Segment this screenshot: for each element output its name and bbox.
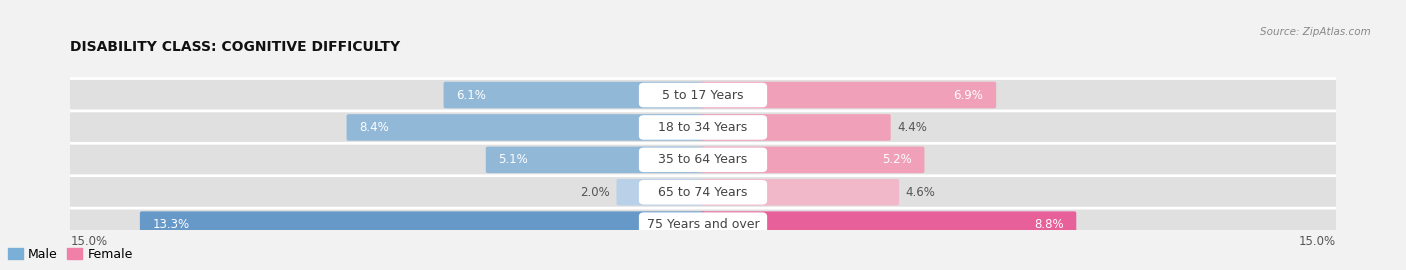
- Text: 15.0%: 15.0%: [1299, 235, 1336, 248]
- FancyBboxPatch shape: [139, 211, 704, 238]
- FancyBboxPatch shape: [638, 180, 768, 205]
- FancyBboxPatch shape: [638, 83, 768, 107]
- Text: 6.9%: 6.9%: [953, 89, 984, 102]
- FancyBboxPatch shape: [700, 211, 1077, 238]
- Text: 6.1%: 6.1%: [456, 89, 486, 102]
- Text: DISABILITY CLASS: COGNITIVE DIFFICULTY: DISABILITY CLASS: COGNITIVE DIFFICULTY: [70, 40, 401, 54]
- FancyBboxPatch shape: [638, 115, 768, 140]
- FancyBboxPatch shape: [616, 179, 706, 205]
- FancyBboxPatch shape: [638, 212, 768, 237]
- Text: 5 to 17 Years: 5 to 17 Years: [662, 89, 744, 102]
- Text: 8.8%: 8.8%: [1033, 218, 1064, 231]
- Text: 4.4%: 4.4%: [897, 121, 927, 134]
- Text: 35 to 64 Years: 35 to 64 Years: [658, 153, 748, 166]
- FancyBboxPatch shape: [638, 147, 768, 172]
- FancyBboxPatch shape: [444, 82, 706, 108]
- Text: Source: ZipAtlas.com: Source: ZipAtlas.com: [1260, 27, 1371, 37]
- FancyBboxPatch shape: [63, 208, 1343, 241]
- FancyBboxPatch shape: [486, 147, 706, 173]
- Text: 5.2%: 5.2%: [882, 153, 911, 166]
- FancyBboxPatch shape: [63, 143, 1343, 176]
- Legend: Male, Female: Male, Female: [3, 243, 138, 266]
- Text: 8.4%: 8.4%: [360, 121, 389, 134]
- Text: 18 to 34 Years: 18 to 34 Years: [658, 121, 748, 134]
- Text: 13.3%: 13.3%: [152, 218, 190, 231]
- FancyBboxPatch shape: [63, 111, 1343, 144]
- Text: 4.6%: 4.6%: [905, 186, 935, 199]
- FancyBboxPatch shape: [700, 82, 997, 108]
- FancyBboxPatch shape: [63, 176, 1343, 209]
- FancyBboxPatch shape: [700, 179, 900, 205]
- FancyBboxPatch shape: [346, 114, 704, 141]
- Text: 75 Years and over: 75 Years and over: [647, 218, 759, 231]
- FancyBboxPatch shape: [63, 79, 1343, 112]
- FancyBboxPatch shape: [700, 114, 891, 141]
- Text: 2.0%: 2.0%: [581, 186, 610, 199]
- FancyBboxPatch shape: [700, 147, 925, 173]
- Text: 65 to 74 Years: 65 to 74 Years: [658, 186, 748, 199]
- Text: 5.1%: 5.1%: [499, 153, 529, 166]
- Text: 15.0%: 15.0%: [70, 235, 107, 248]
